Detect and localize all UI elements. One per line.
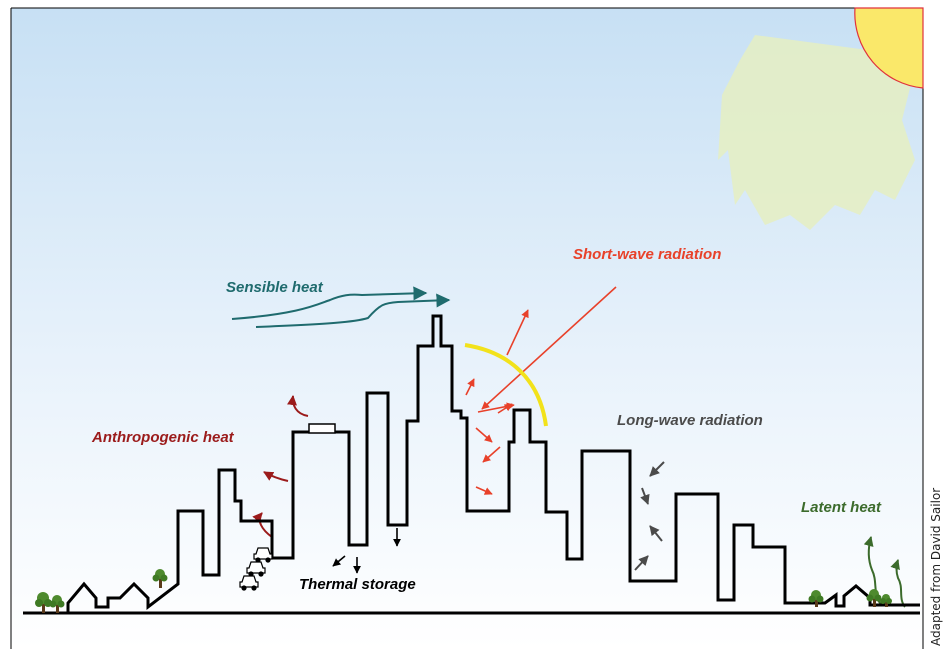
label-long-wave-radiation: Long-wave radiation bbox=[617, 412, 763, 429]
tree-icon bbox=[152, 569, 168, 588]
short-wave-incoming-arrow bbox=[481, 286, 617, 410]
car-icon bbox=[246, 561, 266, 577]
reflection-arc bbox=[464, 343, 548, 427]
city-skyline bbox=[23, 314, 920, 615]
tree-icon bbox=[49, 595, 65, 613]
label-latent-heat: Latent heat bbox=[801, 499, 882, 516]
short-wave-scatter-arrows bbox=[465, 378, 515, 495]
credit-text: Adapted from David Sailor bbox=[929, 488, 943, 646]
label-anthropogenic-heat: Anthropogenic heat bbox=[91, 429, 235, 446]
rooftop-unit bbox=[308, 423, 336, 434]
label-short-wave-radiation: Short-wave radiation bbox=[573, 246, 721, 263]
sensible-heat-arrow-upper bbox=[231, 286, 428, 320]
label-thermal-storage: Thermal storage bbox=[299, 576, 416, 593]
sun-rays bbox=[718, 35, 915, 230]
tree-icon bbox=[808, 590, 824, 607]
thermal-storage-arrows bbox=[332, 528, 401, 574]
tree-icon bbox=[880, 594, 892, 607]
tree-icon bbox=[866, 589, 882, 607]
label-sensible-heat: Sensible heat bbox=[226, 279, 324, 296]
long-wave-arrows bbox=[634, 461, 665, 571]
sensible-heat-arrow-lower bbox=[255, 293, 451, 328]
car-icon bbox=[253, 547, 273, 563]
short-wave-reflected-arrow bbox=[506, 309, 529, 356]
anthropogenic-heat-arrows bbox=[252, 395, 309, 538]
sun-icon bbox=[854, 7, 924, 89]
car-icon bbox=[239, 575, 259, 591]
